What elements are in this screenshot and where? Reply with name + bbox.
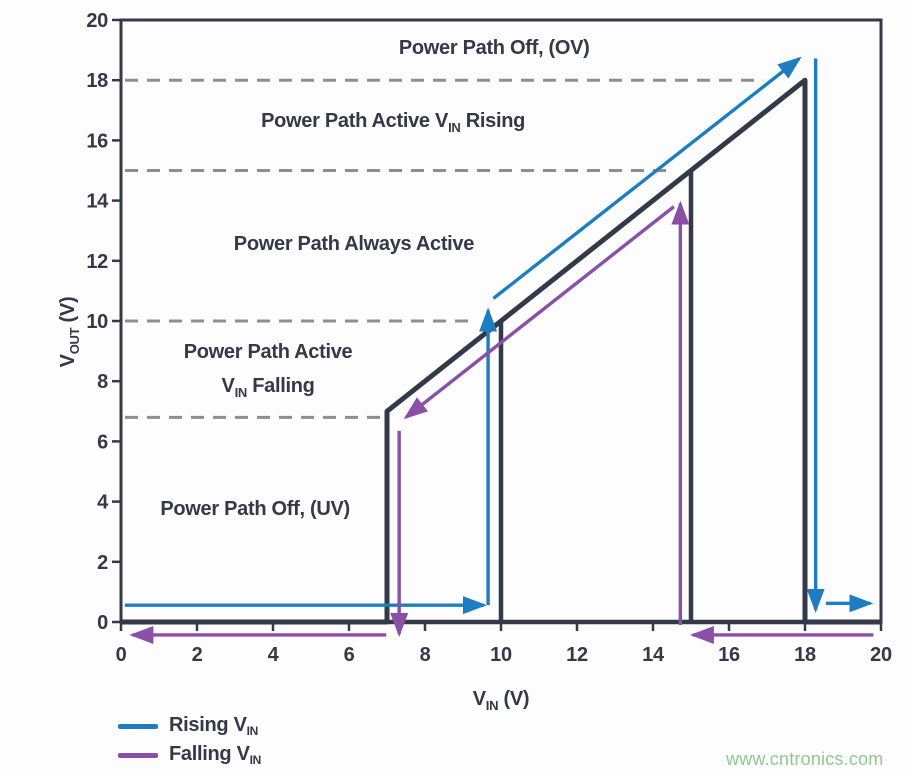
- text-part: OUT: [67, 327, 82, 354]
- text-part: Power Path Active V: [261, 110, 449, 132]
- legend-label-rising: Rising VIN: [169, 714, 258, 738]
- text-part: IN: [448, 120, 460, 135]
- y-tick-label: 8: [97, 371, 108, 393]
- legend: Rising VIN Falling VIN: [118, 714, 261, 767]
- x-tick-label: 12: [566, 644, 588, 666]
- y-tick-label: 18: [86, 70, 108, 92]
- legend-item-rising-vin: Rising VIN: [118, 714, 261, 738]
- text-part: Power Path Active: [184, 341, 353, 363]
- legend-item-falling-vin: Falling VIN: [118, 743, 261, 767]
- watermark: www.cntronics.com: [726, 749, 884, 769]
- x-tick-label: 10: [490, 644, 512, 666]
- y-tick-label: 0: [97, 612, 108, 634]
- rising-vin-path-segment: [492, 56, 802, 300]
- text-part: V: [57, 353, 79, 367]
- y-tick-label: 20: [86, 10, 108, 32]
- y-tick-label: 4: [97, 492, 109, 514]
- x-tick-label: 14: [642, 644, 665, 666]
- text-part: (V): [57, 297, 79, 328]
- text-part: IN: [486, 698, 498, 713]
- text-part: V: [222, 375, 236, 397]
- legend-label-falling: Falling VIN: [169, 743, 261, 767]
- text-part: (V): [498, 688, 529, 710]
- falling-vin-path-segment: [403, 205, 675, 420]
- x-tick-label: 2: [192, 644, 203, 666]
- legend-label-rising-text: Rising V: [169, 714, 247, 736]
- legend-label-falling-sub: IN: [249, 753, 262, 767]
- y-tick-label: 10: [86, 311, 108, 333]
- y-tick-label: 14: [86, 191, 109, 213]
- text-part: Rising: [460, 110, 525, 132]
- text-part: Power Path Off, (OV): [399, 37, 590, 59]
- text-part: IN: [235, 385, 247, 400]
- legend-label-falling-text: Falling V: [169, 743, 250, 765]
- region-annotation: Power Path Off, (OV): [399, 37, 590, 59]
- region-annotation: Power Path Active VIN Rising: [261, 110, 525, 135]
- region-annotation: Power Path Always Active: [234, 233, 474, 255]
- region-annotation: Power Path Active: [184, 341, 353, 363]
- legend-swatch-rising-icon: [118, 723, 158, 729]
- x-tick-label: 20: [870, 644, 892, 666]
- x-axis-title: VIN (V): [473, 688, 529, 713]
- y-tick-label: 6: [97, 431, 108, 453]
- text-part: Power Path Off, (UV): [160, 498, 350, 520]
- x-tick-label: 0: [116, 644, 127, 666]
- y-tick-label: 2: [97, 552, 108, 574]
- legend-swatch-falling-icon: [118, 752, 158, 758]
- y-axis-title: VOUT (V): [57, 297, 82, 368]
- legend-label-rising-sub: IN: [246, 724, 259, 738]
- text-part: Falling: [247, 375, 315, 397]
- region-annotation: Power Path Off, (UV): [160, 498, 350, 520]
- text-part: Power Path Always Active: [234, 233, 474, 255]
- y-tick-label: 12: [86, 251, 108, 273]
- x-tick-label: 4: [268, 644, 280, 666]
- x-tick-label: 8: [420, 644, 431, 666]
- x-tick-label: 16: [718, 644, 740, 666]
- region-annotation: VIN Falling: [222, 375, 315, 400]
- x-tick-label: 18: [794, 644, 816, 666]
- x-tick-label: 6: [344, 644, 355, 666]
- text-part: V: [473, 688, 487, 710]
- y-tick-label: 16: [86, 130, 108, 152]
- transfer-curve: [121, 77, 881, 625]
